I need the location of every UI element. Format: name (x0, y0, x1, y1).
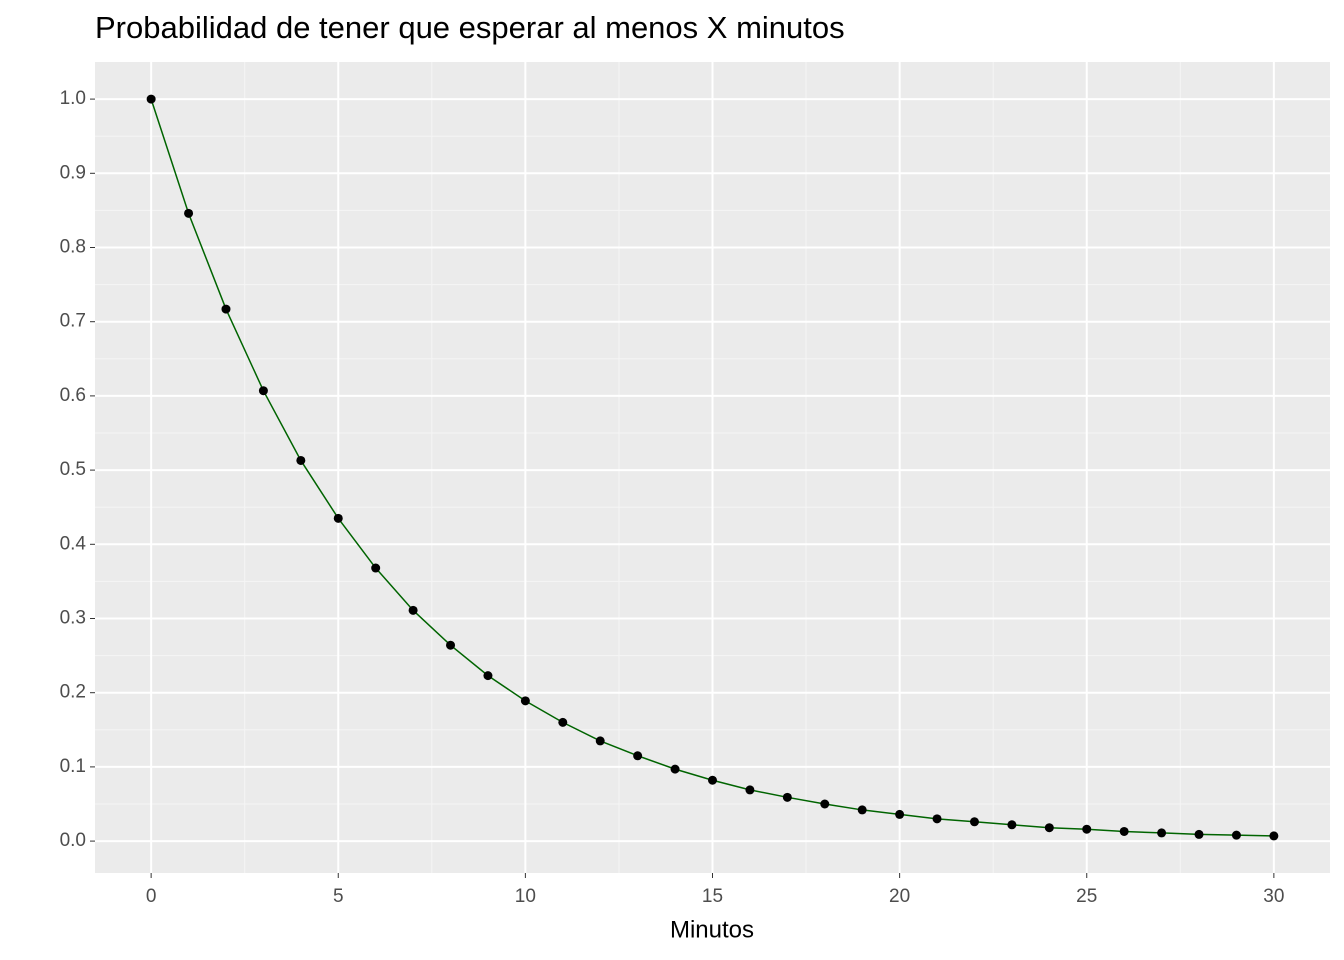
point (708, 775, 717, 785)
x-tick-label: 20 (889, 886, 910, 907)
point (932, 814, 942, 824)
point (820, 799, 830, 809)
y-tick-label: 0.7 (60, 311, 86, 332)
point (633, 751, 643, 761)
y-tick-label: 0.8 (60, 237, 86, 258)
point (1231, 830, 1241, 840)
y-tick-label: 0.9 (60, 162, 86, 183)
point (1044, 823, 1054, 833)
point (745, 785, 755, 795)
point (782, 792, 792, 802)
point (296, 455, 306, 465)
point (969, 817, 979, 827)
point (146, 94, 156, 104)
x-tick-label: 15 (702, 886, 723, 907)
point (520, 696, 530, 706)
chart-title: Probabilidad de tener que esperar al men… (95, 10, 845, 45)
point (333, 513, 343, 523)
point (857, 805, 867, 815)
point (446, 640, 456, 650)
y-tick-label: 0.6 (60, 385, 86, 406)
x-tick-label: 0 (146, 886, 157, 907)
x-tick-label: 10 (515, 886, 536, 907)
y-tick-label: 0.4 (60, 533, 87, 554)
point (1007, 820, 1017, 830)
y-tick-label: 0.2 (60, 682, 86, 703)
x-axis-label: Minutos (670, 916, 754, 943)
x-tick-label: 30 (1263, 886, 1284, 907)
x-tick-label: 5 (333, 886, 344, 907)
point (1157, 828, 1167, 838)
y-tick-label: 1.0 (60, 88, 86, 109)
point (221, 304, 231, 314)
point (483, 671, 493, 681)
y-tick-label: 0.3 (60, 608, 86, 629)
point (1082, 824, 1092, 834)
point (184, 208, 194, 218)
x-tick-label: 25 (1076, 886, 1097, 907)
point (1269, 831, 1279, 841)
point (670, 764, 680, 774)
point (895, 809, 905, 819)
point (595, 736, 605, 746)
y-tick-label: 0.1 (60, 756, 86, 777)
y-tick-label: 0.5 (60, 459, 86, 480)
point (408, 605, 418, 615)
y-tick-label: 0.0 (60, 830, 86, 851)
point (258, 386, 268, 396)
point (1119, 826, 1129, 836)
point (1194, 829, 1204, 839)
point (558, 717, 568, 727)
point (371, 563, 381, 573)
